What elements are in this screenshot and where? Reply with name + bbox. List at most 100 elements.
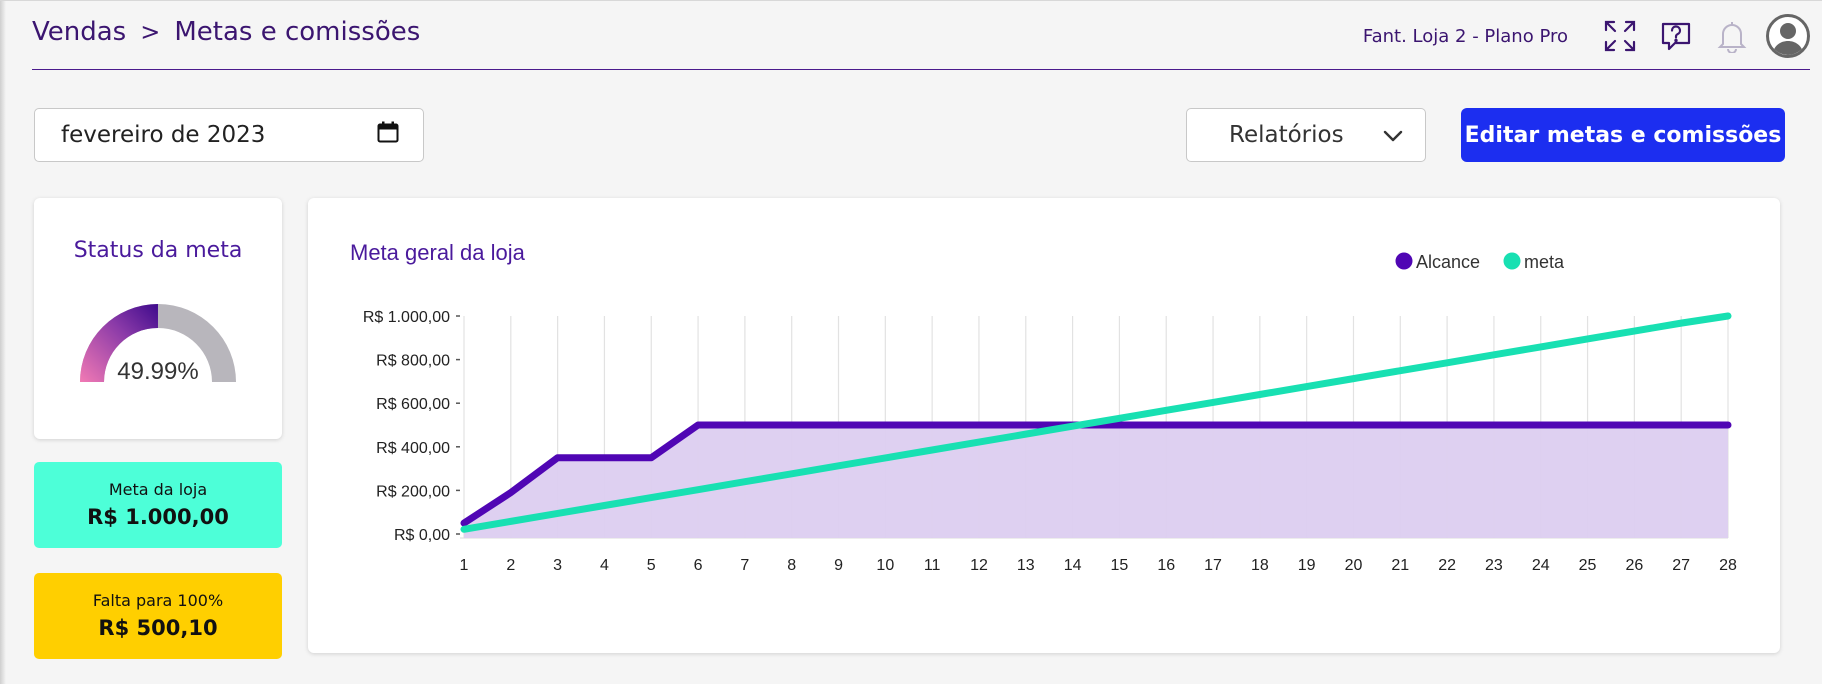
data-point-meta <box>1491 352 1497 358</box>
data-point-alcance <box>601 455 607 461</box>
chart-x-axis: 1 2 3 4 5 6 7 8 9 10 11 12 13 14 15 16 17 18 19 20 21 22 23 24 2… <box>460 557 1737 574</box>
x-tick-label: 5 <box>647 557 656 574</box>
data-point-meta <box>1631 328 1637 334</box>
breadcrumb-item-metas: Metas e comissões <box>174 17 421 47</box>
x-tick-label: 19 <box>1298 557 1316 574</box>
expand-icon[interactable] <box>1600 16 1640 56</box>
data-point-meta <box>1163 407 1169 413</box>
x-tick-label: 22 <box>1438 557 1456 574</box>
edit-goals-button[interactable]: Editar metas e comissões <box>1461 108 1785 162</box>
data-point-meta <box>789 471 795 477</box>
data-point-alcance <box>508 490 514 496</box>
month-date-input[interactable]: fevereiro de 2023 <box>34 108 424 162</box>
x-tick-label: 15 <box>1111 557 1129 574</box>
remaining-box: Falta para 100% R$ 500,10 <box>34 573 282 659</box>
y-tick-label: R$ 600,00 <box>376 396 450 413</box>
data-point-alcance <box>1678 422 1684 428</box>
x-tick-label: 21 <box>1391 557 1409 574</box>
page-header: Vendas > Metas e comissões Fant. Loja 2 … <box>32 0 1810 70</box>
bell-icon[interactable] <box>1712 16 1752 56</box>
store-name[interactable]: Fant. Loja 2 - Plano Pro <box>1362 25 1568 47</box>
data-point-meta <box>1725 313 1731 319</box>
remaining-value: R$ 500,10 <box>98 616 218 640</box>
data-point-meta <box>1350 376 1356 382</box>
x-tick-label: 28 <box>1719 557 1737 574</box>
top-border <box>0 0 1822 1</box>
data-point-alcance <box>742 422 748 428</box>
data-point-alcance <box>1631 422 1637 428</box>
chevron-down-icon <box>1383 122 1403 148</box>
data-point-meta <box>1116 415 1122 421</box>
y-tick-label: R$ 0,00 <box>394 527 450 544</box>
x-tick-label: 10 <box>876 557 894 574</box>
data-point-alcance <box>695 422 701 428</box>
data-point-meta <box>1210 399 1216 405</box>
x-tick-label: 2 <box>506 557 515 574</box>
data-point-meta <box>1585 336 1591 342</box>
data-point-meta <box>1444 360 1450 366</box>
gauge-fill <box>80 304 158 382</box>
data-point-alcance <box>1163 422 1169 428</box>
data-point-alcance <box>1023 422 1029 428</box>
x-tick-label: 24 <box>1532 557 1550 574</box>
data-point-alcance <box>1257 422 1263 428</box>
breadcrumb-separator: > <box>140 18 161 46</box>
data-point-alcance <box>1538 422 1544 428</box>
x-tick-label: 16 <box>1157 557 1175 574</box>
data-point-alcance <box>1397 422 1403 428</box>
goal-percent: 49.99% <box>117 358 199 385</box>
data-point-meta <box>1304 384 1310 390</box>
store-goal-label: Meta da loja <box>108 480 208 499</box>
data-point-meta <box>1397 368 1403 374</box>
chart-title: Meta geral da loja <box>350 240 526 265</box>
y-tick-label: R$ 1.000,00 <box>363 309 450 326</box>
y-tick-label: R$ 200,00 <box>376 483 450 500</box>
x-tick-label: 25 <box>1579 557 1597 574</box>
x-tick-label: 17 <box>1204 557 1222 574</box>
data-point-alcance <box>789 422 795 428</box>
data-point-alcance <box>882 422 888 428</box>
reports-dropdown[interactable]: Relatórios <box>1186 108 1426 162</box>
header-actions: Fant. Loja 2 - Plano Pro <box>1363 14 1810 58</box>
data-point-alcance <box>555 455 561 461</box>
x-tick-label: 18 <box>1251 557 1269 574</box>
x-tick-label: 3 <box>553 557 562 574</box>
x-tick-label: 23 <box>1485 557 1503 574</box>
x-tick-label: 9 <box>834 557 843 574</box>
goal-status-card: Status da meta 49.99% <box>34 198 282 439</box>
data-point-meta <box>836 463 842 469</box>
data-point-alcance <box>1350 422 1356 428</box>
store-goal-chart: Meta geral da loja Alcance meta R$ 0,00 R$… <box>350 240 1737 574</box>
data-point-alcance <box>1491 422 1497 428</box>
y-tick-label: R$ 800,00 <box>376 353 450 370</box>
legend-label-alcance: Alcance <box>1416 252 1480 272</box>
data-point-meta <box>695 487 701 493</box>
data-point-meta <box>1678 320 1684 326</box>
chart-series <box>460 312 1732 538</box>
remaining-label: Falta para 100% <box>92 591 224 610</box>
data-point-meta <box>1538 344 1544 350</box>
data-point-meta <box>601 503 607 509</box>
store-goal-chart-card: Meta geral da loja Alcance meta R$ 0,00 R$… <box>308 198 1780 653</box>
data-point-meta <box>742 479 748 485</box>
x-tick-label: 11 <box>924 557 941 574</box>
data-point-meta <box>1023 431 1029 437</box>
data-point-alcance <box>1444 422 1450 428</box>
x-tick-label: 13 <box>1017 557 1035 574</box>
breadcrumb-item-vendas[interactable]: Vendas <box>32 17 127 47</box>
series-line-meta <box>460 312 1732 533</box>
data-point-meta <box>555 510 561 516</box>
help-chat-icon[interactable] <box>1656 16 1696 56</box>
month-date-value: fevereiro de 2023 <box>61 122 266 148</box>
store-goal-value: R$ 1.000,00 <box>87 505 229 529</box>
data-point-alcance <box>929 422 935 428</box>
legend-label-meta: meta <box>1524 252 1565 272</box>
user-avatar-icon[interactable] <box>1766 14 1810 58</box>
data-point-alcance <box>648 455 654 461</box>
chart-legend: Alcance meta <box>1395 252 1565 272</box>
legend-marker-meta <box>1503 252 1521 270</box>
x-tick-label: 20 <box>1345 557 1363 574</box>
calendar-icon[interactable] <box>377 121 399 149</box>
x-tick-label: 4 <box>600 557 609 574</box>
data-point-alcance <box>1116 422 1122 428</box>
